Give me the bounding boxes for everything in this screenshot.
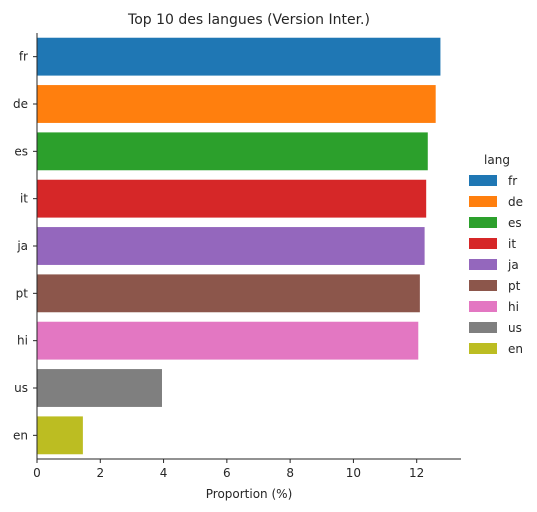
x-tick-label: 4	[160, 466, 168, 480]
x-tick-label: 6	[223, 466, 231, 480]
legend-label-de: de	[508, 195, 523, 209]
bar-pt	[37, 274, 420, 313]
y-tick-label: es	[14, 144, 28, 158]
legend-label-fr: fr	[508, 174, 517, 188]
bar-hi	[37, 321, 419, 360]
bars-group	[37, 37, 441, 455]
y-tick-label: pt	[16, 286, 29, 300]
legend-swatch-hi	[469, 301, 497, 312]
x-axis-label: Proportion (%)	[206, 487, 293, 501]
x-tick-label: 8	[286, 466, 294, 480]
bar-es	[37, 132, 428, 171]
legend-label-us: us	[508, 321, 522, 335]
legend-title: lang	[484, 153, 510, 167]
x-tick-label: 0	[33, 466, 41, 480]
bar-de	[37, 85, 436, 123]
legend-label-es: es	[508, 216, 522, 230]
legend-label-ja: ja	[507, 258, 519, 272]
y-tick-label: us	[14, 381, 28, 395]
legend-label-en: en	[508, 342, 523, 356]
legend-label-hi: hi	[508, 300, 519, 314]
y-tick-label: de	[13, 97, 28, 111]
x-tick-label: 12	[409, 466, 424, 480]
legend: lang fr de es it ja pt hi us en	[469, 153, 523, 356]
x-axis-ticks: 0 2 4 6 8 10 12	[33, 459, 424, 480]
legend-swatch-us	[469, 322, 497, 333]
y-tick-label: en	[13, 428, 28, 442]
y-tick-label: it	[20, 192, 28, 206]
bar-it	[37, 179, 427, 218]
bar-ja	[37, 227, 425, 265]
legend-swatch-de	[469, 196, 497, 207]
legend-swatch-fr	[469, 175, 497, 186]
x-tick-label: 2	[96, 466, 104, 480]
y-tick-label: ja	[16, 239, 28, 253]
x-tick-label: 10	[346, 466, 361, 480]
legend-swatch-ja	[469, 259, 497, 270]
y-axis-ticks: fr de es it ja pt hi us en	[13, 50, 37, 442]
bar-en	[37, 416, 83, 455]
y-tick-label: hi	[17, 334, 28, 348]
bar-us	[37, 369, 162, 407]
legend-swatch-it	[469, 238, 497, 249]
legend-swatch-es	[469, 217, 497, 228]
legend-label-pt: pt	[508, 279, 521, 293]
legend-swatch-pt	[469, 280, 497, 291]
legend-label-it: it	[508, 237, 516, 251]
y-tick-label: fr	[19, 50, 28, 64]
bar-fr	[37, 37, 441, 76]
chart-title: Top 10 des langues (Version Inter.)	[127, 12, 370, 28]
legend-swatch-en	[469, 343, 497, 354]
